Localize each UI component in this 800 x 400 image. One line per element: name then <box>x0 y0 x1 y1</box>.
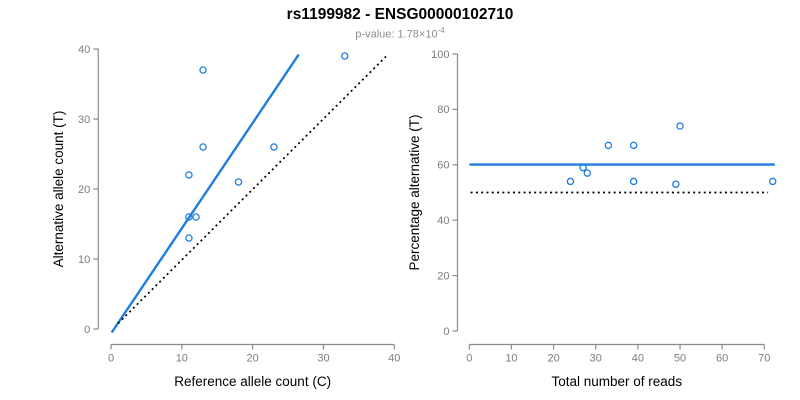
y-axis-title: Percentage alternative (T) <box>407 114 422 270</box>
data-point <box>199 66 207 74</box>
x-tick-label: 70 <box>758 353 770 365</box>
y-tick-label: 40 <box>78 44 90 56</box>
data-point <box>604 141 613 150</box>
x-tick-label: 40 <box>632 353 644 365</box>
pvalue-exponent: -4 <box>437 26 445 35</box>
y-tick-label: 20 <box>437 270 449 282</box>
y-tick-label: 60 <box>437 160 449 172</box>
x-tick-label: 0 <box>108 353 114 365</box>
y-axis-title: Alternative allele count (T) <box>51 111 66 268</box>
x-tick-label: 60 <box>716 353 728 365</box>
data-point <box>185 234 193 242</box>
x-tick-label: 30 <box>590 353 602 365</box>
data-point <box>566 177 575 186</box>
panel-percentage-vs-reads: 0 20 40 60 80 100 0 10 20 30 40 50 60 70 Total number … <box>407 49 777 389</box>
x-tick-label: 0 <box>466 353 472 365</box>
y-tick-label: 20 <box>78 184 90 196</box>
data-point <box>583 169 592 177</box>
identity-line <box>117 55 388 325</box>
data-point <box>579 163 587 172</box>
y-tick-label: 30 <box>78 114 90 126</box>
plot-title: rs1199982 - ENSG00000102710 <box>286 6 514 23</box>
data-point <box>234 178 243 186</box>
x-tick-label: 50 <box>674 353 686 365</box>
y-tick-label: 100 <box>431 49 449 61</box>
data-point <box>629 177 638 186</box>
x-tick-label: 20 <box>547 353 559 365</box>
x-tick-label: 40 <box>388 353 400 365</box>
data-point <box>185 171 193 179</box>
x-tick-label: 20 <box>247 353 259 365</box>
x-tick-label: 10 <box>176 353 188 365</box>
data-point <box>340 52 349 60</box>
data-point <box>199 143 207 151</box>
y-tick-label: 40 <box>437 215 449 227</box>
data-point <box>629 141 638 150</box>
data-point <box>768 177 777 186</box>
data-point <box>192 213 200 221</box>
data-point <box>672 180 680 188</box>
panel-allele-counts: 0 10 20 30 40 0 10 20 30 40 Reference allele count… <box>51 44 400 389</box>
y-tick-label: 0 <box>443 326 449 338</box>
pvalue-text: p-value: 1.78×10 <box>355 28 438 41</box>
data-point <box>185 213 193 221</box>
x-axis-title: Total number of reads <box>552 374 683 389</box>
y-tick-label: 80 <box>437 104 449 116</box>
plot-subtitle: p-value: 1.78×10-4 <box>0 26 800 41</box>
fit-line <box>110 53 300 334</box>
y-tick-label: 0 <box>84 324 90 336</box>
y-tick-label: 10 <box>78 254 90 266</box>
data-point <box>676 122 684 130</box>
x-tick-label: 10 <box>505 353 517 365</box>
data-point <box>270 143 278 151</box>
x-tick-label: 30 <box>317 353 329 365</box>
x-axis-title: Reference allele count (C) <box>174 374 331 389</box>
